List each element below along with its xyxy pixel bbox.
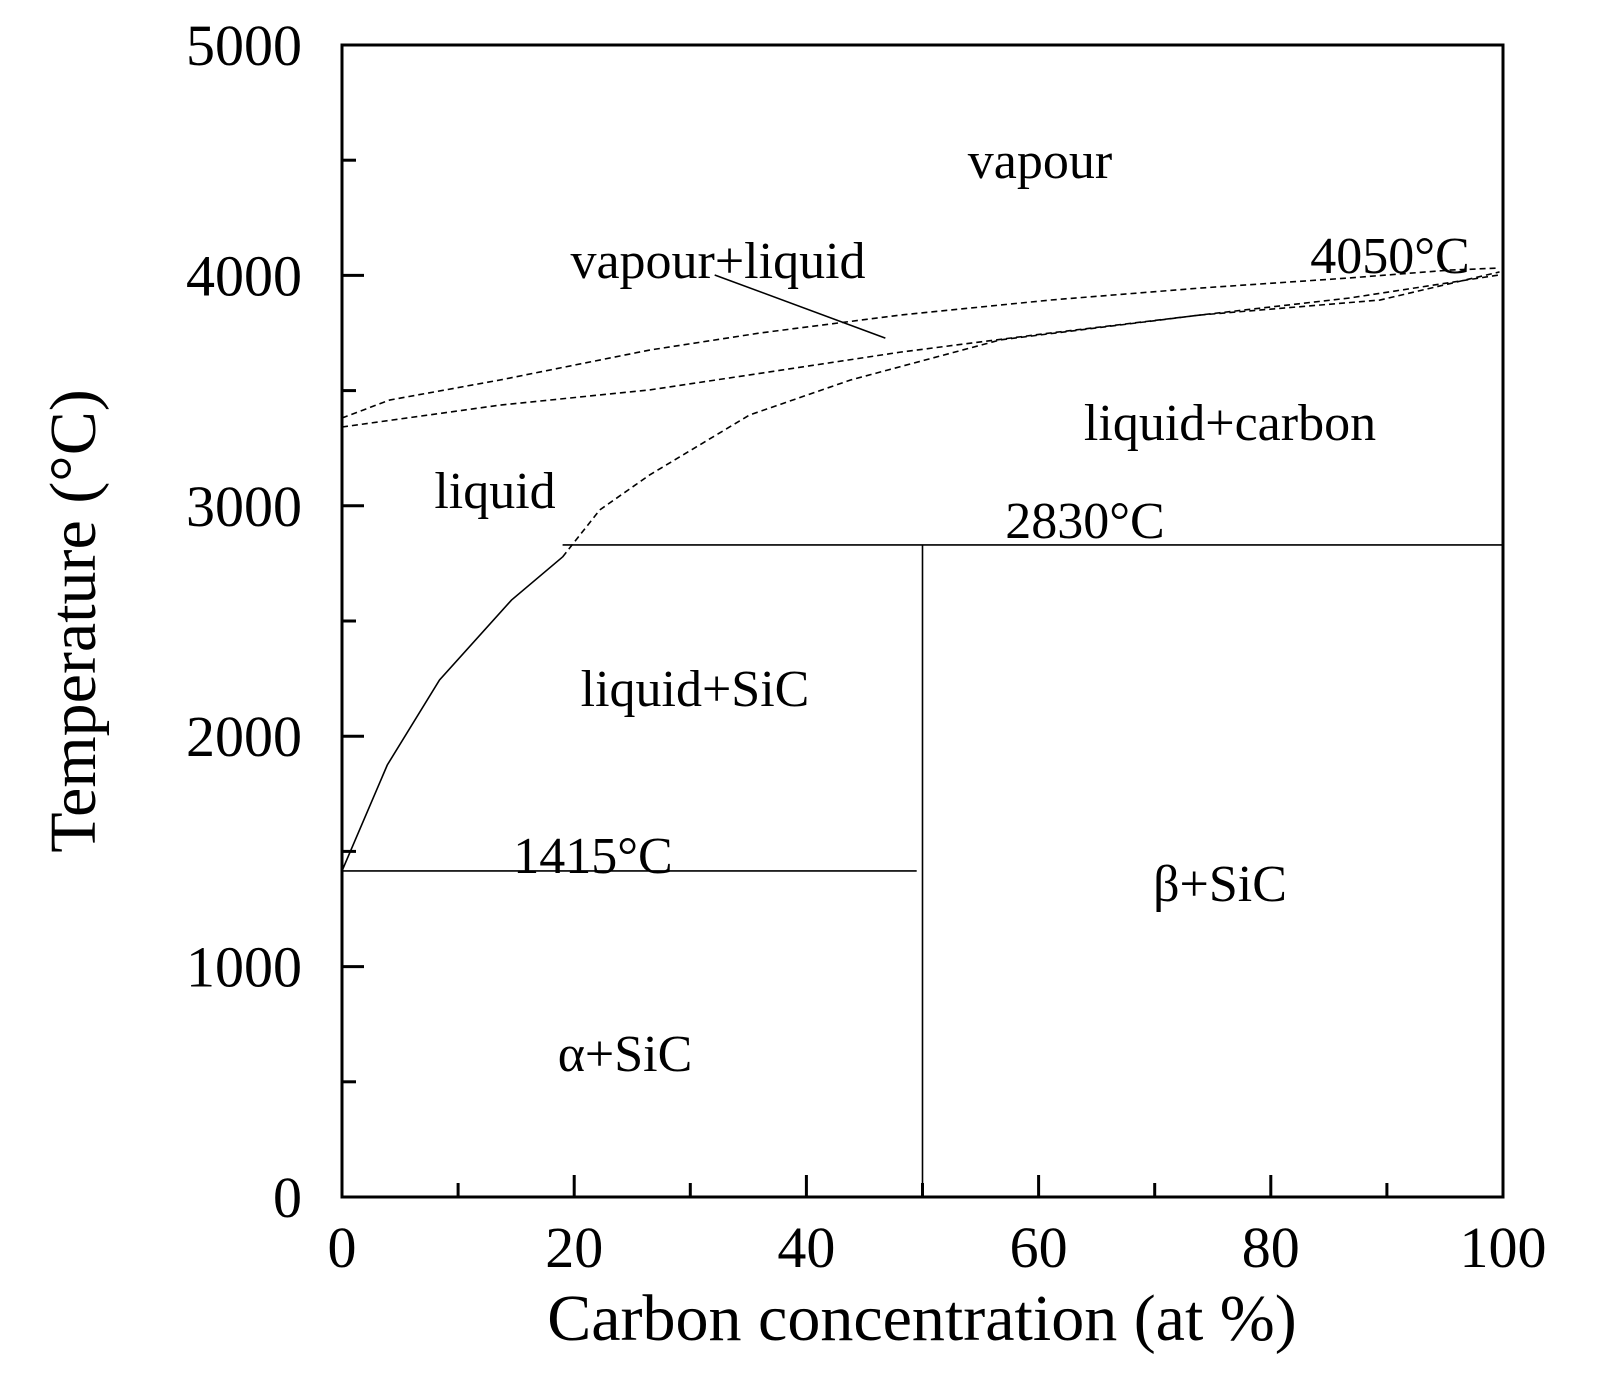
- y-axis-label: Temperature (°C): [37, 389, 110, 852]
- x-tick-label: 100: [1460, 1215, 1547, 1280]
- y-tick-label: 4000: [186, 243, 302, 308]
- region-label: vapour: [968, 133, 1112, 190]
- region-label: liquid+carbon: [1084, 395, 1376, 452]
- x-tick-label: 0: [328, 1215, 357, 1280]
- x-tick-label: 20: [545, 1215, 603, 1280]
- region-label: 4050°C: [1310, 228, 1469, 285]
- y-tick-label: 2000: [186, 704, 302, 769]
- y-tick-label: 0: [273, 1165, 302, 1230]
- region-label: 2830°C: [1005, 493, 1164, 550]
- phase-boundary: [341, 556, 564, 872]
- region-label: 1415°C: [513, 828, 672, 885]
- x-tick-label: 60: [1010, 1215, 1068, 1280]
- region-label: β+SiC: [1153, 856, 1287, 913]
- y-tick-label: 1000: [186, 935, 302, 1000]
- phase-boundary: [341, 267, 1500, 419]
- region-label: liquid: [434, 463, 555, 520]
- region-label: α+SiC: [558, 1026, 693, 1083]
- phase-boundary: [561, 271, 1500, 558]
- y-tick-label: 3000: [186, 474, 302, 539]
- phase-boundary: [341, 274, 1500, 428]
- region-label: liquid+SiC: [581, 661, 810, 718]
- x-tick-label: 40: [777, 1215, 835, 1280]
- x-axis-label: Carbon concentration (at %): [547, 1282, 1297, 1355]
- x-tick-label: 80: [1242, 1215, 1300, 1280]
- region-label: vapour+liquid: [570, 233, 865, 290]
- y-tick-label: 5000: [186, 13, 302, 78]
- phase-boundary: [714, 274, 886, 339]
